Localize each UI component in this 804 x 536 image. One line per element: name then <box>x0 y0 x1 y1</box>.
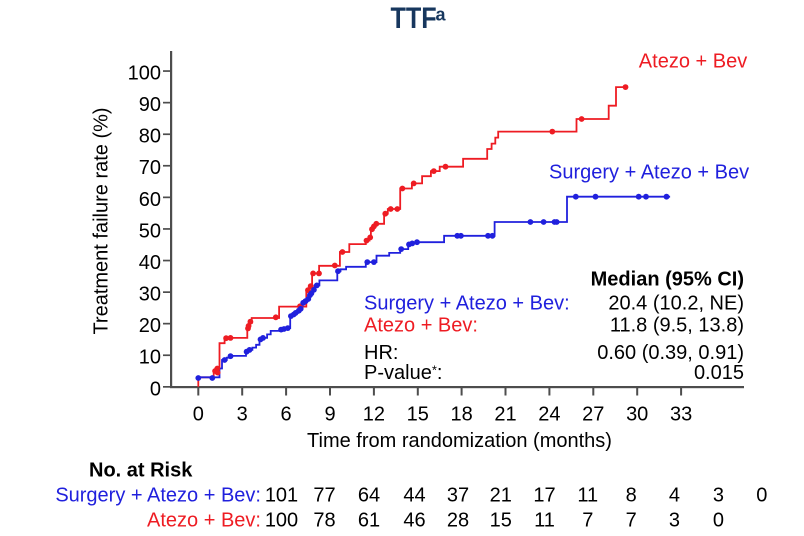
svg-text:Surgery + Atezo + Bev: Surgery + Atezo + Bev <box>549 161 749 183</box>
svg-text:50: 50 <box>139 220 161 242</box>
svg-text:33: 33 <box>670 403 692 425</box>
svg-text:6: 6 <box>281 403 292 425</box>
svg-text:70: 70 <box>139 157 161 179</box>
svg-text:12: 12 <box>363 403 385 425</box>
svg-text:11: 11 <box>534 510 555 532</box>
svg-text:80: 80 <box>139 126 161 148</box>
svg-text:3: 3 <box>669 510 680 532</box>
svg-text:30: 30 <box>139 284 161 306</box>
svg-text:TTF: TTF <box>391 1 437 35</box>
svg-text:15: 15 <box>490 510 512 532</box>
svg-text:64: 64 <box>358 485 380 507</box>
svg-text:Atezo + Bev:: Atezo + Bev: <box>147 510 261 532</box>
svg-text:a: a <box>436 5 447 25</box>
svg-text:21: 21 <box>494 403 516 425</box>
svg-text:100: 100 <box>128 63 161 85</box>
svg-text:60: 60 <box>139 189 161 211</box>
svg-text:Median (95% CI): Median (95% CI) <box>591 269 744 291</box>
svg-text:3: 3 <box>237 403 248 425</box>
svg-text:0: 0 <box>150 378 161 400</box>
svg-text:3: 3 <box>713 485 724 507</box>
svg-text:27: 27 <box>582 403 604 425</box>
svg-text:30: 30 <box>626 403 648 425</box>
svg-text:9: 9 <box>324 403 335 425</box>
svg-text:Surgery + Atezo + Bev:: Surgery + Atezo + Bev: <box>364 292 570 314</box>
svg-text:20: 20 <box>139 315 161 337</box>
svg-text:0.60 (0.39, 0.91): 0.60 (0.39, 0.91) <box>597 342 744 364</box>
svg-text:0.015: 0.015 <box>694 362 744 384</box>
svg-text:21: 21 <box>490 485 512 507</box>
svg-text:0: 0 <box>756 485 767 507</box>
svg-text:28: 28 <box>447 510 469 532</box>
svg-text:Time from randomization (month: Time from randomization (months) <box>307 430 612 452</box>
svg-text:37: 37 <box>447 485 469 507</box>
svg-text:11.8 (9.5, 13.8): 11.8 (9.5, 13.8) <box>610 314 744 336</box>
svg-text:0: 0 <box>713 510 724 532</box>
svg-text:Treatment failure rate (%): Treatment failure rate (%) <box>91 107 113 334</box>
svg-text:11: 11 <box>577 485 598 507</box>
svg-text:44: 44 <box>403 485 425 507</box>
svg-text:Surgery + Atezo + Bev:: Surgery + Atezo + Bev: <box>55 485 261 507</box>
svg-text:0: 0 <box>193 403 204 425</box>
svg-text:20.4 (10.2, NE): 20.4 (10.2, NE) <box>608 292 744 314</box>
svg-text:40: 40 <box>139 252 161 274</box>
svg-text:90: 90 <box>139 94 161 116</box>
svg-text:P-value*:: P-value*: <box>364 362 442 384</box>
svg-text:10: 10 <box>139 347 161 369</box>
svg-text:No. at Risk: No. at Risk <box>89 460 193 482</box>
svg-text:78: 78 <box>313 510 335 532</box>
svg-text:Atezo + Bev:: Atezo + Bev: <box>364 314 478 336</box>
svg-text:100: 100 <box>265 510 298 532</box>
svg-text:101: 101 <box>265 485 298 507</box>
svg-text:15: 15 <box>407 403 429 425</box>
svg-text:61: 61 <box>358 510 380 532</box>
svg-text:HR:: HR: <box>364 342 398 364</box>
svg-text:17: 17 <box>533 485 555 507</box>
svg-text:77: 77 <box>313 485 335 507</box>
svg-text:8: 8 <box>626 485 637 507</box>
svg-text:7: 7 <box>626 510 637 532</box>
svg-text:24: 24 <box>538 403 560 425</box>
svg-text:18: 18 <box>450 403 472 425</box>
svg-text:7: 7 <box>582 510 593 532</box>
svg-text:Atezo + Bev: Atezo + Bev <box>639 51 747 73</box>
svg-text:4: 4 <box>669 485 680 507</box>
svg-text:46: 46 <box>403 510 425 532</box>
